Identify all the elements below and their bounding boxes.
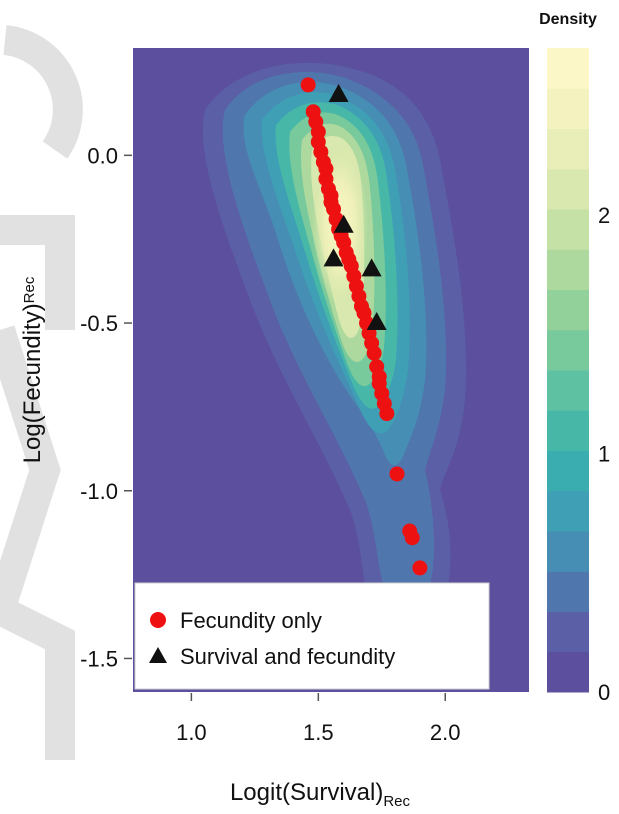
y-axis-title: Log(Fecundity)Rec: [19, 276, 46, 463]
colorbar: [547, 48, 589, 693]
x-tick-label: 2.0: [430, 720, 461, 745]
colorbar-level: [547, 531, 589, 572]
colorbar-level: [547, 329, 589, 371]
legend-label-survival-and-fecundity: Survival and fecundity: [180, 644, 395, 669]
colorbar-level: [547, 209, 589, 250]
colorbar-level: [547, 410, 589, 451]
y-tick-label: -1.0: [80, 479, 118, 504]
y-tick-label: -1.5: [80, 646, 118, 671]
colorbar-level: [547, 611, 589, 653]
legend-label-fecundity-only: Fecundity only: [180, 608, 322, 633]
colorbar-ticks: 0 1 2: [598, 203, 610, 705]
data-point-fecundity-only: [404, 530, 420, 546]
colorbar-level: [547, 571, 589, 612]
colorbar-level: [547, 168, 589, 210]
colorbar-level: [547, 128, 589, 170]
data-point-fecundity-only: [412, 560, 428, 576]
data-point-survival-and-fecundity: [323, 248, 344, 267]
legend: Fecundity only Survival and fecundity: [134, 582, 490, 690]
x-axis-title: Logit(Survival)Rec: [230, 779, 411, 810]
data-point-fecundity-only: [389, 466, 405, 482]
y-tick-label: -0.5: [80, 311, 118, 336]
data-point-survival-and-fecundity: [328, 83, 349, 102]
watermark-stroke-3: [0, 325, 61, 615]
data-point-fecundity-only: [300, 77, 316, 93]
colorbar-title: Density: [539, 11, 597, 28]
watermark-stroke-1: [2, 25, 83, 159]
colorbar-tick-label: 2: [598, 203, 610, 228]
y-axis: 0.0 -0.5 -1.0 -1.5: [80, 143, 132, 671]
watermark-stroke-2: [0, 215, 75, 330]
data-point-survival-and-fecundity: [333, 214, 354, 233]
legend-marker-fecundity-only: [150, 612, 166, 628]
data-point-fecundity-only: [366, 345, 382, 361]
x-tick-label: 1.5: [303, 720, 334, 745]
colorbar-level: [547, 289, 589, 331]
colorbar-tick-label: 1: [598, 441, 610, 466]
series-survival-and-fecundity: [323, 83, 387, 331]
legend-marker-survival-and-fecundity: [149, 647, 167, 663]
colorbar-level: [547, 88, 589, 129]
colorbar-tick-label: 0: [598, 680, 610, 705]
legend-box: [134, 582, 490, 690]
x-axis: 1.0 1.5 2.0: [176, 693, 461, 745]
colorbar-level: [547, 48, 589, 89]
x-tick-label: 1.0: [176, 720, 207, 745]
x-axis-title-main: Logit(Survival): [230, 779, 383, 806]
data-point-survival-and-fecundity: [366, 312, 387, 331]
colorbar-level: [547, 249, 589, 290]
y-tick-label: 0.0: [87, 143, 118, 168]
x-axis-title-sub: Rec: [383, 793, 410, 810]
colorbar-level: [547, 490, 589, 532]
data-point-survival-and-fecundity: [361, 258, 382, 277]
colorbar-level: [547, 651, 589, 693]
y-axis-title-sub: Rec: [21, 276, 38, 303]
colorbar-level: [547, 370, 589, 411]
y-axis-title-main: Log(Fecundity): [19, 303, 46, 463]
watermark-stroke-4: [0, 596, 75, 760]
colorbar-level: [547, 450, 589, 492]
data-point-fecundity-only: [379, 406, 395, 422]
